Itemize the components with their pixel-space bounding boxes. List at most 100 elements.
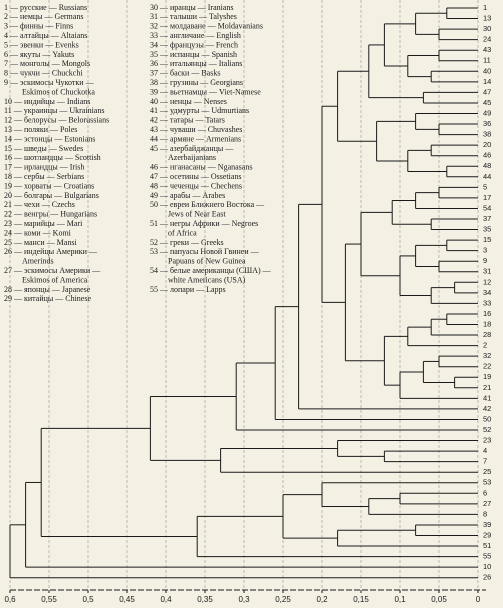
legend-entry: 13 — поляки — Poles	[4, 125, 77, 134]
leaf-label: 33	[483, 298, 491, 307]
leaf-label: 14	[483, 77, 491, 86]
x-tick-label: 0,5	[82, 595, 94, 604]
x-tick-label: 0,05	[431, 595, 447, 604]
leaf-label: 51	[483, 541, 491, 550]
leaf-label: 23	[483, 436, 491, 445]
legend-entry: 26 — индейцы Америки —	[4, 247, 98, 256]
legend-entry: 18 — сербы — Serbians	[4, 172, 84, 181]
leaf-label: 37	[483, 214, 491, 223]
x-tick-label: 0,45	[119, 595, 135, 604]
leaf-label: 19	[483, 372, 491, 381]
legend-entry: 10 — индийцы — Indians	[4, 97, 90, 106]
legend-entry: 16 — шотландцы — Scottish	[4, 153, 101, 162]
leaf-label: 25	[483, 467, 491, 476]
legend-entry: Eskimos of America	[22, 275, 88, 284]
legend-entry: 27 — эскимосы Америки —	[4, 266, 101, 275]
leaf-label: 16	[483, 309, 491, 318]
leaf-label: 11	[483, 56, 491, 65]
legend-entry: 37 — баски — Basks	[150, 69, 220, 78]
leaf-label: 50	[483, 414, 491, 423]
legend-entry: 14 — эстонцы — Estonians	[4, 134, 95, 143]
leaf-label: 35	[483, 225, 491, 234]
legend-entry: 36 — итальянцы — Italians	[150, 59, 242, 68]
leaf-label: 15	[483, 235, 491, 244]
legend-entry: 43 — чуваши — Chuvashes	[150, 125, 242, 134]
leaf-label: 52	[483, 425, 491, 434]
legend-entry: 19 — хорваты — Croatians	[4, 181, 94, 190]
legend-entry: 9 — эскимосы Чукотки —	[4, 78, 95, 87]
legend-entry: 33 — англичане — English	[150, 31, 241, 40]
legend-entry: 40 — ненцы — Nenses	[150, 97, 227, 106]
legend-entry: 54 — белые американцы (США) —	[150, 266, 272, 275]
legend-entry: 3 — финны — Finns	[4, 22, 73, 31]
x-tick-label: 0,4	[160, 595, 172, 604]
legend-entry: 38 — грузины — Georgians	[150, 78, 243, 87]
leaf-label: 36	[483, 119, 491, 128]
legend-entry: 49 — арабы — Arabes	[150, 191, 225, 200]
legend-entry: Amerinds	[22, 257, 54, 266]
leaf-label: 8	[483, 509, 487, 518]
legend-entry: 48 — чеченцы — Chechens	[150, 181, 242, 190]
legend-entry: Azerbaijanians	[168, 153, 216, 162]
legend-entry: 47 — осетины — Ossetians	[150, 172, 242, 181]
leaf-label: 17	[483, 193, 491, 202]
legend-entry: 11 — украинцы — Ukrainians	[4, 106, 104, 115]
x-tick-label: 0,25	[275, 595, 291, 604]
leaf-label: 7	[483, 457, 487, 466]
legend-entry: 52 — греки — Greeks	[150, 238, 224, 247]
legend-entry: of Africa	[168, 228, 197, 237]
leaf-label: 9	[483, 256, 487, 265]
leaf-label: 26	[483, 573, 491, 582]
legend-entry: 39 — вьетнамцы — Viet-Namese	[150, 87, 261, 96]
leaf-label: 13	[483, 14, 491, 23]
leaf-label: 3	[483, 246, 487, 255]
legend-entry: 31 — талыши — Talyshes	[150, 12, 237, 21]
legend-entry: 51 — негры Африки — Negroes	[150, 219, 258, 228]
leaf-label: 39	[483, 520, 491, 529]
legend-entry: 32 — молдаване — Moldavanians	[150, 22, 263, 31]
leaf-label: 10	[483, 562, 491, 571]
leaf-label: 34	[483, 288, 491, 297]
leaf-label: 31	[483, 267, 491, 276]
legend-entry: Jews of Near East	[168, 210, 226, 219]
legend-entry: 45 — азербайджанцы —	[150, 144, 234, 153]
legend-entry: 42 — татары — Tatars	[150, 116, 225, 125]
legend-entry: 41 — удмурты — Udmurtians	[150, 106, 249, 115]
legend-entry: 2 — немцы — Germans	[4, 12, 83, 21]
leaf-label: 46	[483, 151, 491, 160]
leaf-label: 40	[483, 66, 491, 75]
leaf-label: 49	[483, 108, 491, 117]
leaf-label: 6	[483, 488, 487, 497]
x-tick-label: 0,6	[4, 595, 16, 604]
leaf-label: 54	[483, 203, 491, 212]
x-tick-label: 0,15	[353, 595, 369, 604]
leaf-label: 22	[483, 362, 491, 371]
legend-entry: 44 — армяне — Armenians	[150, 134, 241, 143]
leaf-label: 24	[483, 35, 491, 44]
legend-entry: 29 — китайцы — Chinese	[4, 294, 91, 303]
leaf-label: 42	[483, 404, 491, 413]
leaf-label: 43	[483, 45, 491, 54]
leaf-label: 27	[483, 499, 491, 508]
legend-entry: 8 — чукчи — Chuckchi	[4, 69, 83, 78]
legend-entry: 53 — папуасы Новой Гвинеи —	[150, 247, 260, 256]
legend-entry: 20 — болгары — Bulgarians	[4, 191, 99, 200]
legend-entry: 25 — манси — Mansi	[4, 238, 77, 247]
legend-entry: 23 — марийцы — Mari	[4, 219, 83, 228]
x-tick-label: 0,2	[316, 595, 328, 604]
x-tick-label: 0,55	[41, 595, 57, 604]
legend-entry: Papuans of New Guinea	[168, 257, 246, 266]
leaf-label: 21	[483, 383, 491, 392]
leaf-label: 1	[483, 3, 487, 12]
x-tick-label: 0,3	[238, 595, 250, 604]
legend-entry: 5 — эвенки — Evenks	[4, 40, 79, 49]
legend-entry: 17 — ирландцы — Irish	[4, 163, 84, 172]
leaf-label: 5	[483, 182, 487, 191]
legend-entry: white Americans (USA)	[168, 275, 246, 284]
legend-entry: 35 — испанцы — Spanish	[150, 50, 237, 59]
legend-entry: 21 — чехи — Czechs	[4, 200, 75, 209]
leaf-label: 12	[483, 277, 491, 286]
legend-entry: 24 — коми — Komi	[4, 228, 72, 237]
legend-entry: 55 — лопари — Lapps	[150, 285, 226, 294]
